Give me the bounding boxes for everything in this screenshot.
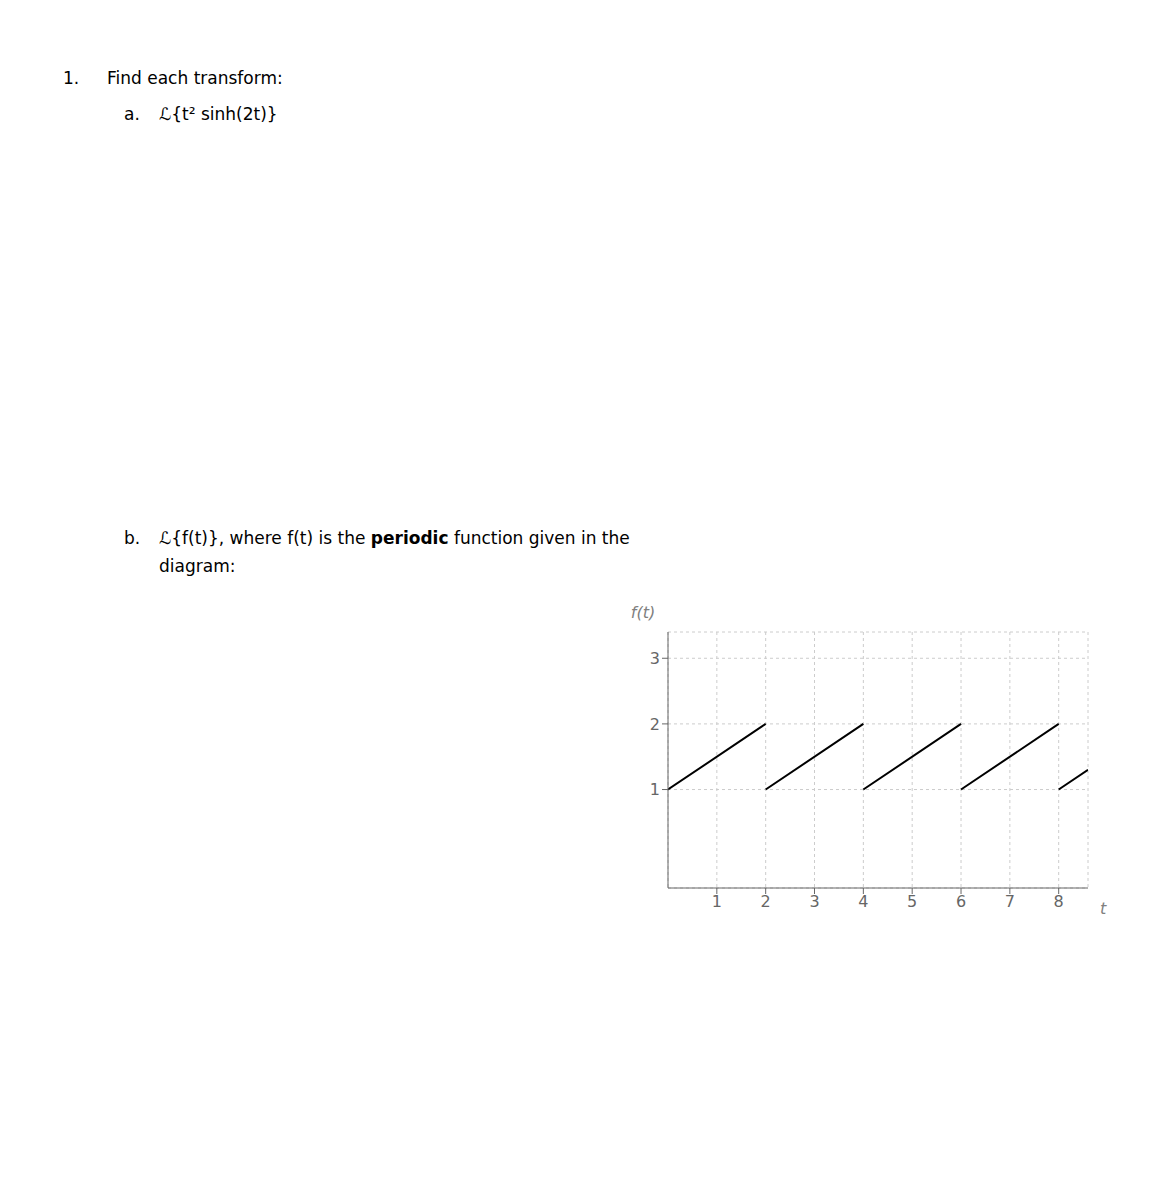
html-text:ℒ{t² sinh(2t)}: ℒ{t² sinh(2t)} (159, 104, 278, 124)
svg-text:5: 5 (907, 892, 917, 911)
svg-text:2: 2 (650, 715, 660, 734)
svg-text:3: 3 (650, 649, 660, 668)
svg-text:1: 1 (712, 892, 722, 911)
svg-text:3: 3 (809, 892, 819, 911)
svg-text:t: t (1100, 899, 1107, 918)
html-text:ℒ{f(t)}, where f(t) is the per: ℒ{f(t)}, where f(t) is the periodic func… (159, 528, 630, 548)
svg-text:8: 8 (1054, 892, 1064, 911)
html-text:Find each transform:: Find each transform: (107, 68, 283, 88)
svg-text:1: 1 (650, 780, 660, 799)
html-text:b.: b. (124, 528, 141, 548)
svg-text:f(t): f(t) (631, 603, 655, 622)
html-text:diagram:: diagram: (159, 556, 236, 576)
svg-text:4: 4 (858, 892, 868, 911)
svg-text:7: 7 (1005, 892, 1015, 911)
html-text:a.: a. (124, 104, 140, 124)
svg-text:6: 6 (956, 892, 966, 911)
svg-text:2: 2 (761, 892, 771, 911)
html-text:1.: 1. (63, 68, 80, 88)
